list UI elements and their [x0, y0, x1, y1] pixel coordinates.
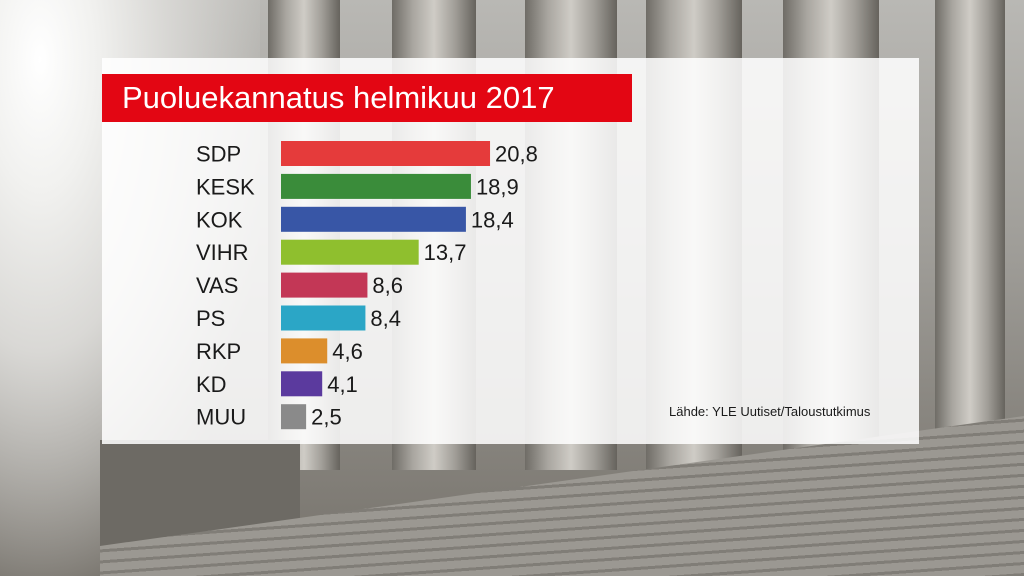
value-label-kd: 4,1 — [327, 372, 358, 397]
category-label-vihr: VIHR — [196, 240, 249, 265]
value-label-rkp: 4,6 — [332, 339, 363, 364]
category-label-muu: MUU — [196, 405, 246, 430]
bar-vas — [281, 272, 368, 298]
value-label-kesk: 18,9 — [476, 174, 519, 199]
title-banner: Puoluekannatus helmikuu 2017 — [102, 74, 632, 122]
bar-kd — [281, 371, 323, 397]
value-label-kok: 18,4 — [471, 207, 514, 232]
chart-panel — [102, 58, 919, 444]
category-label-rkp: RKP — [196, 339, 241, 364]
value-label-muu: 2,5 — [311, 405, 342, 430]
category-label-ps: PS — [196, 306, 225, 331]
value-label-sdp: 20,8 — [495, 142, 538, 167]
value-label-ps: 8,4 — [370, 306, 401, 331]
bar-kesk — [281, 173, 471, 199]
category-label-sdp: SDP — [196, 142, 241, 167]
bar-sdp — [281, 141, 491, 166]
chart-title: Puoluekannatus helmikuu 2017 — [122, 80, 555, 115]
bar-vihr — [281, 239, 419, 265]
category-label-kesk: KESK — [196, 174, 255, 199]
bar-kok — [281, 206, 466, 232]
value-label-vas: 8,6 — [372, 273, 403, 298]
bar-muu — [281, 404, 307, 430]
bar-ps — [281, 305, 366, 331]
category-label-kok: KOK — [196, 207, 243, 232]
source-note: Lähde: YLE Uutiset/Taloustutkimus — [669, 404, 871, 419]
value-label-vihr: 13,7 — [424, 240, 467, 265]
category-label-kd: KD — [196, 372, 227, 397]
category-label-vas: VAS — [196, 273, 238, 298]
bar-rkp — [281, 338, 328, 364]
